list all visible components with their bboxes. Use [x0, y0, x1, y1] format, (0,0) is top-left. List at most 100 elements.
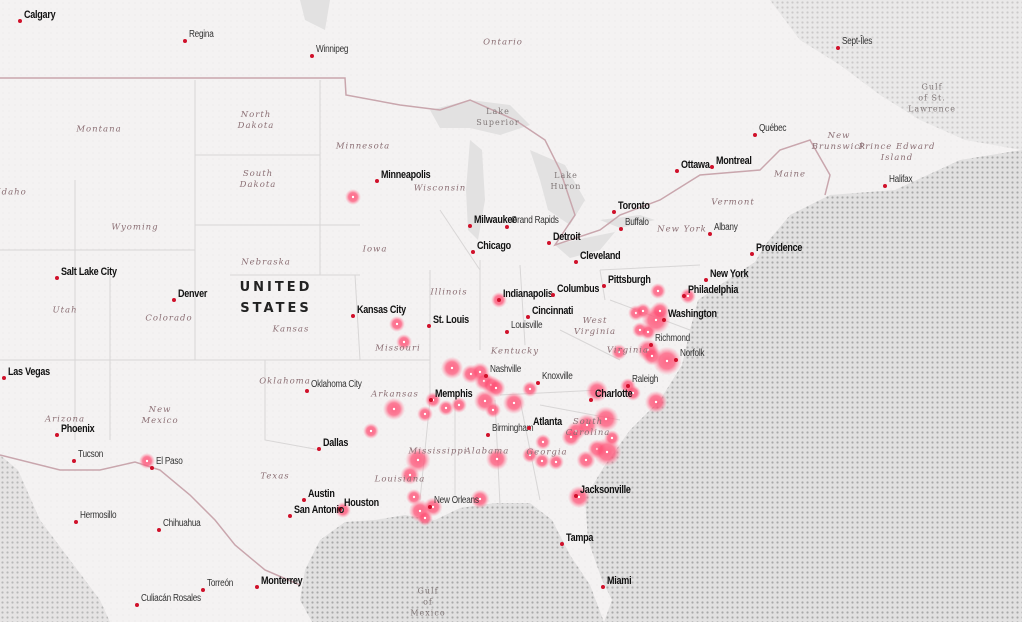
city-label: El Paso: [156, 456, 183, 467]
hotspot-marker[interactable]: [417, 510, 433, 526]
hotspot-marker[interactable]: [139, 453, 155, 469]
hotspot-marker[interactable]: [611, 344, 627, 360]
city-label: Washington: [668, 308, 717, 320]
city-label: Albany: [714, 222, 738, 233]
region-label: Minnesota: [335, 141, 391, 152]
hotspot-marker[interactable]: [451, 397, 467, 413]
hotspot-marker[interactable]: [640, 324, 656, 340]
city-dot-icon: [662, 318, 666, 322]
hotspot-marker[interactable]: [470, 489, 490, 509]
hotspot-marker[interactable]: [417, 406, 433, 422]
hotspot-marker[interactable]: [593, 406, 619, 432]
hotspot-marker[interactable]: [652, 346, 682, 376]
city-dot-icon: [18, 19, 22, 23]
region-label: Texas: [260, 471, 290, 482]
gulf-of-st-lawrence: [770, 0, 1022, 150]
city-dot-icon: [836, 46, 840, 50]
region-label: Oklahoma: [259, 376, 311, 387]
city-dot-icon: [497, 298, 501, 302]
region-label: Iowa: [362, 244, 388, 255]
hotspot-marker[interactable]: [438, 400, 454, 416]
region-label: Illinois: [430, 287, 468, 298]
city-label: Jacksonville: [580, 484, 631, 496]
region-label: Colorado: [145, 313, 193, 324]
lake-huron: [530, 150, 585, 225]
city-dot-icon: [649, 343, 653, 347]
lake-superior: [430, 100, 530, 135]
hotspot-marker[interactable]: [575, 413, 599, 437]
region-label: Utah: [52, 305, 78, 316]
city-label: San Antonio: [294, 504, 345, 516]
hotspot-marker[interactable]: [576, 450, 596, 470]
hotspot-marker[interactable]: [680, 288, 696, 304]
hotspot-marker[interactable]: [363, 423, 379, 439]
hotspot-marker[interactable]: [389, 316, 405, 332]
city-label: Chihuahua: [163, 518, 201, 529]
region-label: Alabama: [464, 446, 510, 457]
city-dot-icon: [536, 381, 540, 385]
hotspot-marker[interactable]: [535, 434, 551, 450]
region-label: Kentucky: [490, 346, 540, 357]
city-label: Oklahoma City: [311, 379, 362, 390]
hotspot-layer: [139, 189, 696, 526]
hotspot-marker[interactable]: [561, 427, 581, 447]
hotspot-marker[interactable]: [502, 391, 526, 415]
city-label: Milwaukee: [474, 214, 517, 226]
gulf-of-mexico: [300, 503, 604, 622]
region-label: Georgia: [526, 447, 568, 458]
city-dot-icon: [157, 528, 161, 532]
city-label: Minneapolis: [381, 169, 431, 181]
city-dot-icon: [338, 507, 342, 511]
city-label: Hermosillo: [80, 510, 117, 521]
hotspot-marker[interactable]: [396, 334, 412, 350]
hotspot-marker[interactable]: [534, 453, 550, 469]
hotspot-marker[interactable]: [485, 447, 509, 471]
hotspot-marker[interactable]: [485, 402, 501, 418]
hotspot-marker[interactable]: [604, 430, 620, 446]
hotspot-marker[interactable]: [345, 189, 361, 205]
city-label: Knoxville: [542, 371, 573, 382]
hotspot-marker[interactable]: [400, 465, 420, 485]
city-dot-icon: [560, 542, 564, 546]
hotspot-marker[interactable]: [548, 454, 564, 470]
city-dot-icon: [288, 514, 292, 518]
city-dot-icon: [708, 232, 712, 236]
city-label: Philadelphia: [688, 284, 739, 296]
city-label: Torreón: [207, 578, 234, 589]
city-dot-icon: [526, 315, 530, 319]
hotspot-marker[interactable]: [522, 447, 538, 463]
city-label: New Orleans: [434, 495, 479, 506]
hotspot-marker[interactable]: [440, 356, 464, 380]
city-dot-icon: [551, 293, 555, 297]
city-dot-icon: [471, 250, 475, 254]
hotspot-marker[interactable]: [567, 485, 591, 509]
city-label: Memphis: [435, 388, 473, 400]
lake-winnipeg: [300, 0, 330, 30]
region-label: Mississippi: [408, 446, 468, 457]
hotspot-marker[interactable]: [335, 502, 351, 518]
region-label: Ontario: [483, 37, 523, 48]
city-dot-icon: [2, 376, 6, 380]
region-label: South Carolina: [565, 417, 611, 438]
city-label: Québec: [759, 123, 787, 134]
hotspot-marker[interactable]: [644, 390, 668, 414]
city-dot-icon: [255, 585, 259, 589]
city-label: Detroit: [553, 231, 581, 243]
hotspot-marker[interactable]: [585, 379, 609, 403]
hotspot-marker[interactable]: [382, 397, 406, 421]
city-dot-icon: [601, 585, 605, 589]
region-label: Missouri: [375, 343, 421, 354]
city-dot-icon: [150, 466, 154, 470]
region-label: New Mexico: [141, 405, 179, 426]
city-dot-icon: [302, 498, 306, 502]
hotspot-marker[interactable]: [650, 283, 666, 299]
hotspot-marker[interactable]: [650, 301, 670, 321]
hotspot-marker[interactable]: [522, 381, 538, 397]
city-dot-icon: [468, 224, 472, 228]
hotspot-marker[interactable]: [625, 385, 641, 401]
city-dot-icon: [135, 603, 139, 607]
region-label: New York: [657, 224, 707, 235]
city-label: Calgary: [24, 9, 56, 21]
